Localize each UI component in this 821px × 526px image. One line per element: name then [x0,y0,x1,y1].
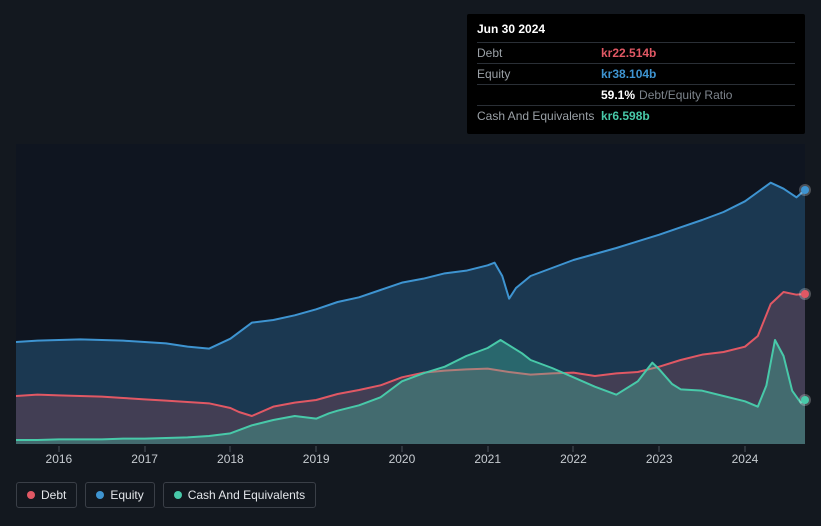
plot-area[interactable] [16,144,805,444]
x-tick-label: 2022 [560,452,587,466]
legend-swatch-icon [174,491,182,499]
info-row: Cash And Equivalentskr6.598b [477,106,795,126]
info-row-label: Debt [477,46,601,60]
x-axis: 2016 2017 2018 2019 2020 2021 2022 2023 2024 [16,446,805,470]
legend-item[interactable]: Equity [85,482,154,508]
legend-item[interactable]: Debt [16,482,77,508]
info-tooltip: Jun 30 2024 Debtkr22.514bEquitykr38.104b… [467,14,805,134]
info-row: Equitykr38.104b [477,64,795,85]
info-row-value: 59.1% [601,88,635,102]
legend-swatch-icon [27,491,35,499]
info-row-secondary: Debt/Equity Ratio [639,88,732,102]
info-row-value: kr38.104b [601,67,656,81]
x-tick-label: 2019 [303,452,330,466]
info-row: 59.1% Debt/Equity Ratio [477,85,795,106]
series-end-marker [801,290,809,298]
series-end-marker [801,186,809,194]
legend-label: Debt [41,488,66,502]
financial-chart-widget: Jun 30 2024 Debtkr22.514bEquitykr38.104b… [0,0,821,526]
info-row-label [477,88,601,102]
x-tick-label: 2021 [474,452,501,466]
legend-label: Equity [110,488,143,502]
legend: Debt Equity Cash And Equivalents [16,482,316,508]
info-row-value: kr22.514b [601,46,656,60]
info-row-value: kr6.598b [601,109,650,123]
x-tick-label: 2018 [217,452,244,466]
legend-label: Cash And Equivalents [188,488,305,502]
x-tick-label: 2023 [646,452,673,466]
legend-swatch-icon [96,491,104,499]
info-row-label: Equity [477,67,601,81]
x-tick-label: 2016 [46,452,73,466]
legend-item[interactable]: Cash And Equivalents [163,482,316,508]
info-row: Debtkr22.514b [477,43,795,64]
x-tick-label: 2017 [131,452,158,466]
x-tick-label: 2020 [389,452,416,466]
x-tick-label: 2024 [732,452,759,466]
info-date: Jun 30 2024 [477,22,795,43]
series-end-marker [801,396,809,404]
info-row-label: Cash And Equivalents [477,109,601,123]
